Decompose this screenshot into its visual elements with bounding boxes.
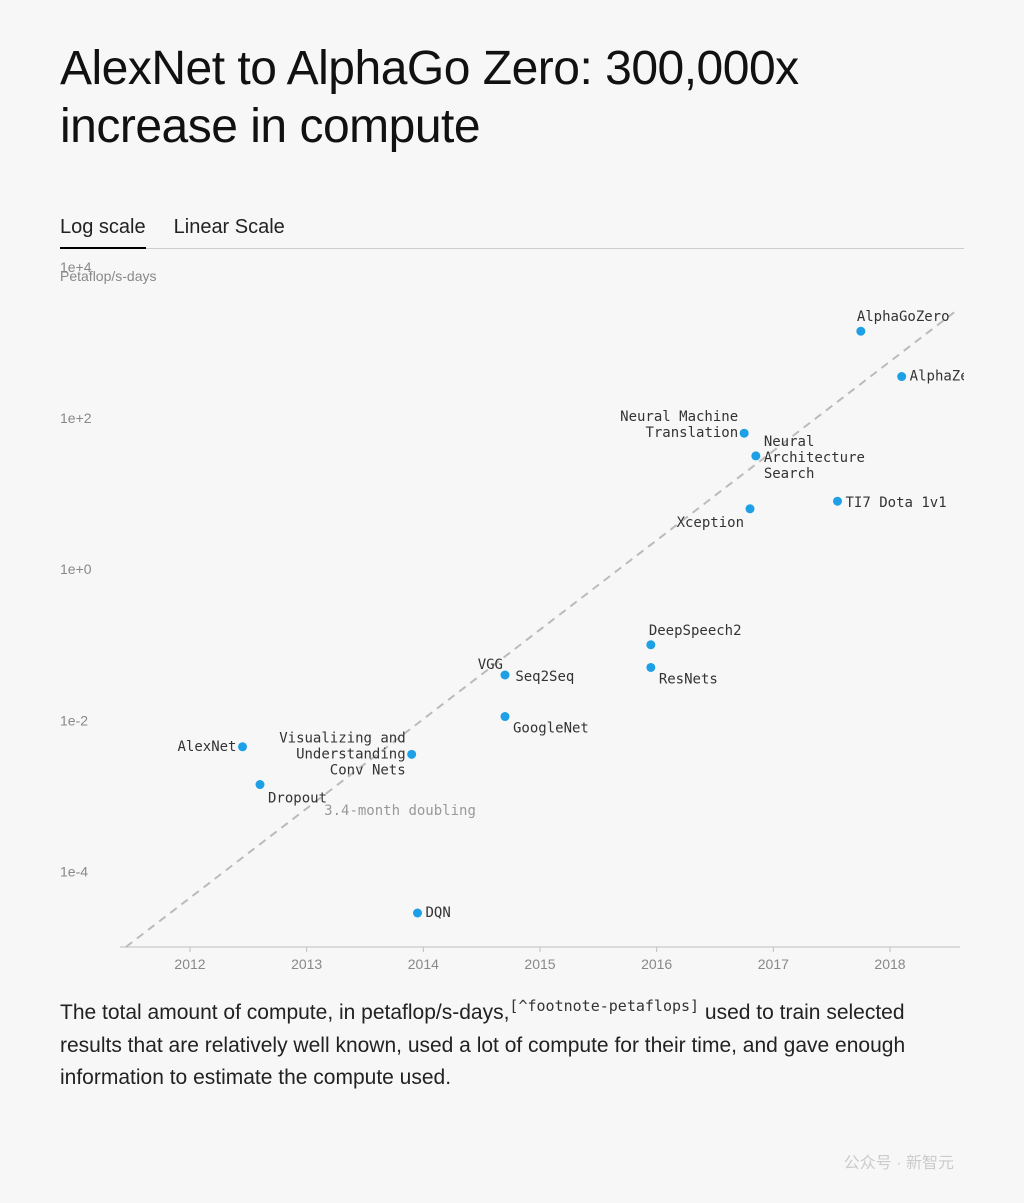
x-tick-label: 2018 <box>874 956 905 972</box>
point-TI7Dota <box>833 497 842 506</box>
footnote-ref: [^footnote-petaflops] <box>509 997 699 1015</box>
label-AlphaZero: AlphaZero <box>910 369 964 385</box>
label-TI7Dota: TI7 Dota 1v1 <box>846 495 947 511</box>
scale-tabs: Log scale Linear Scale <box>60 215 964 249</box>
compute-chart: Petaflop/s-days1e-41e-21e+01e+21e+420122… <box>60 257 964 977</box>
label-DeepSpeech2: DeepSpeech2 <box>649 623 742 639</box>
chart-svg: Petaflop/s-days1e-41e-21e+01e+21e+420122… <box>60 257 964 977</box>
point-AlexNet <box>238 742 247 751</box>
label-GoogleNet: GoogleNet <box>513 721 589 737</box>
label-VisualizingConv: Visualizing andUnderstandingConv Nets <box>279 731 405 779</box>
chart-caption: The total amount of compute, in petaflop… <box>60 995 964 1095</box>
x-tick-label: 2012 <box>174 956 205 972</box>
point-Dropout <box>256 780 265 789</box>
label-DQN: DQN <box>426 905 451 921</box>
label-Dropout: Dropout <box>268 791 327 807</box>
x-tick-label: 2017 <box>758 956 789 972</box>
point-Xception <box>746 504 755 513</box>
point-NeuralMT <box>740 429 749 438</box>
y-tick-label: 1e-4 <box>60 864 88 880</box>
trend-line <box>126 313 954 948</box>
tab-linear-scale[interactable]: Linear Scale <box>174 216 285 249</box>
label-NeuralMT: Neural MachineTranslation <box>620 409 738 441</box>
y-tick-label: 1e-2 <box>60 713 88 729</box>
caption-pre: The total amount of compute, in petaflop… <box>60 1001 509 1024</box>
point-VisualizingConv <box>407 750 416 759</box>
point-ResNets <box>646 663 655 672</box>
point-AlphaZero <box>897 372 906 381</box>
y-tick-label: 1e+0 <box>60 561 92 577</box>
label-AlphaGoZero: AlphaGoZero <box>857 309 950 325</box>
point-DQN <box>413 909 422 918</box>
x-tick-label: 2013 <box>291 956 322 972</box>
x-tick-label: 2015 <box>524 956 555 972</box>
y-tick-label: 1e+4 <box>60 259 92 275</box>
point-DeepSpeech2 <box>646 640 655 649</box>
trend-line-label: 3.4-month doubling <box>324 803 476 819</box>
y-tick-label: 1e+2 <box>60 410 92 426</box>
label-NAS: NeuralArchitectureSearch <box>764 434 865 482</box>
page-title: AlexNet to AlphaGo Zero: 300,000x increa… <box>60 40 964 155</box>
point-NAS <box>751 452 760 461</box>
label-ResNets: ResNets <box>659 672 718 688</box>
point-GoogleNet <box>501 712 510 721</box>
label-Seq2Seq: Seq2Seq <box>515 669 574 685</box>
label-VGG: VGG <box>478 657 503 673</box>
tab-log-scale[interactable]: Log scale <box>60 216 146 249</box>
x-tick-label: 2014 <box>408 956 439 972</box>
watermark: 公众号 · 新智元 <box>844 1149 954 1173</box>
label-AlexNet: AlexNet <box>177 739 236 755</box>
x-tick-label: 2016 <box>641 956 672 972</box>
label-Xception: Xception <box>677 515 744 531</box>
point-AlphaGoZero <box>856 327 865 336</box>
